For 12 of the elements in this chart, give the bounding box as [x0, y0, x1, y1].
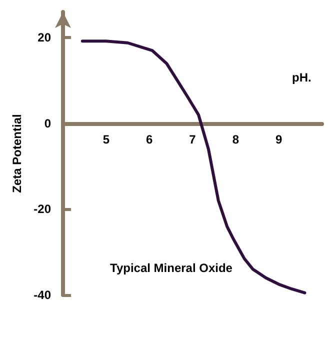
y-axis-title: Zeta Potential: [10, 114, 24, 193]
x-tick-label: 5: [102, 132, 110, 146]
x-tick-label: 7: [189, 132, 196, 146]
x-axis-title: pH.: [292, 70, 312, 84]
y-tick-label: 20: [38, 30, 52, 45]
annotation: Typical Mineral Oxide: [110, 261, 233, 275]
x-tick-label: 8: [232, 132, 240, 146]
x-tick-label: 9: [275, 132, 282, 146]
x-tick-label: 6: [146, 132, 153, 146]
y-tick-label: 0: [44, 116, 52, 130]
y-tick-label: -20: [34, 202, 52, 216]
y-tick-label: -40: [34, 288, 52, 302]
